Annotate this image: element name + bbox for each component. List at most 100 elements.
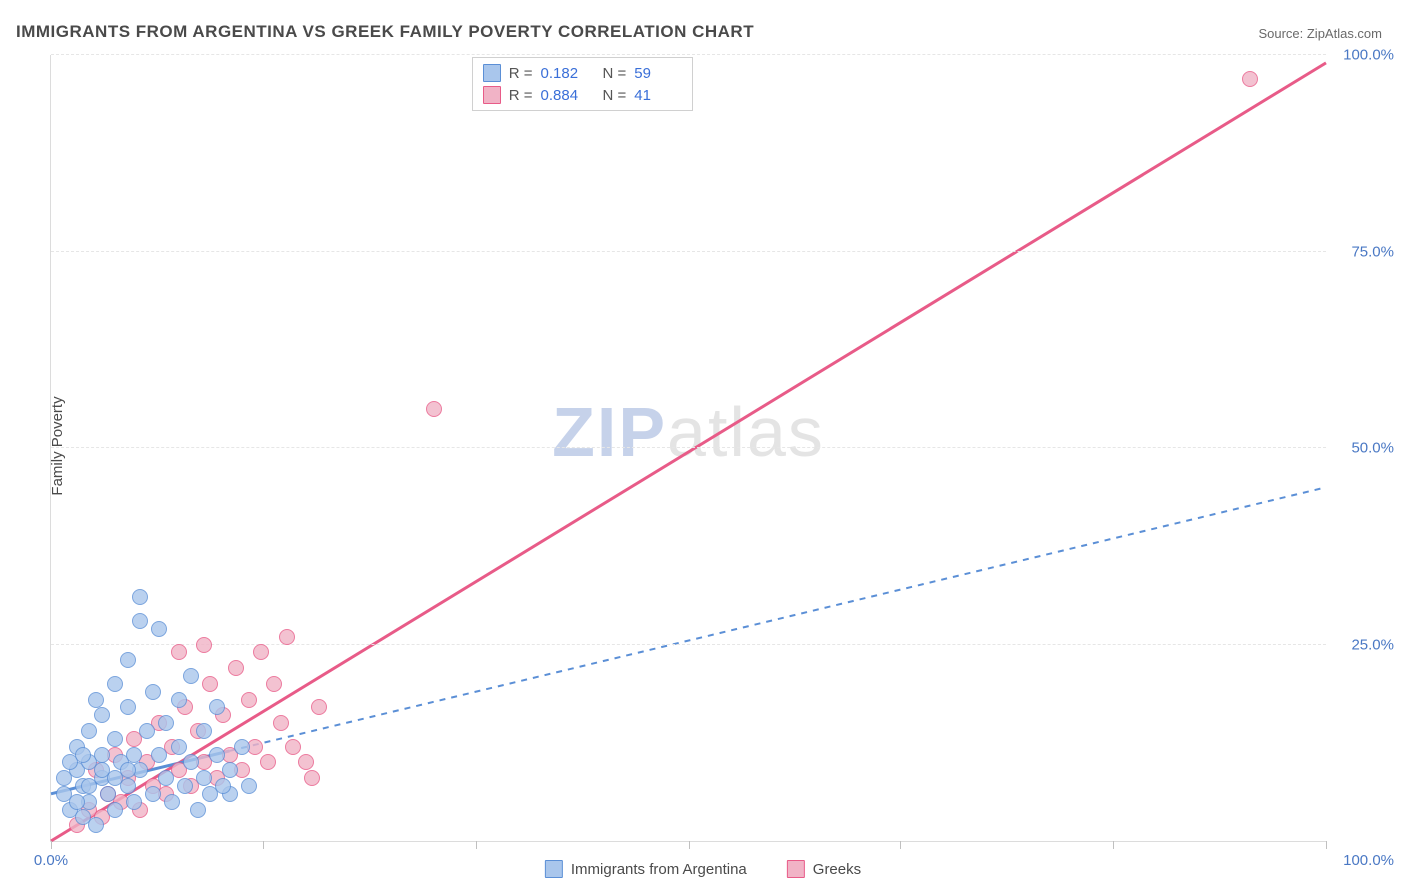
watermark: ZIPatlas (552, 392, 825, 472)
data-point (241, 692, 257, 708)
watermark-zip: ZIP (552, 393, 667, 471)
data-point (81, 778, 97, 794)
data-point (190, 802, 206, 818)
data-point (132, 589, 148, 605)
data-point (151, 747, 167, 763)
legend-label-1: Immigrants from Argentina (571, 861, 747, 878)
data-point (171, 739, 187, 755)
r-value-2: 0.884 (541, 87, 589, 104)
data-point (234, 739, 250, 755)
x-tick (900, 841, 901, 849)
n-label-1: N = (603, 65, 627, 82)
series-legend: Immigrants from Argentina Greeks (545, 860, 861, 878)
data-point (171, 692, 187, 708)
data-point (158, 715, 174, 731)
correlation-legend: R = 0.182 N = 59 R = 0.884 N = 41 (472, 57, 694, 111)
x-tick (1113, 841, 1114, 849)
chart-container: IMMIGRANTS FROM ARGENTINA VS GREEK FAMIL… (0, 0, 1406, 892)
legend-swatch-1 (545, 860, 563, 878)
swatch-series-2 (483, 86, 501, 104)
data-point (1242, 71, 1258, 87)
data-point (120, 762, 136, 778)
n-value-1: 59 (634, 65, 682, 82)
data-point (209, 747, 225, 763)
data-point (222, 762, 238, 778)
data-point (107, 731, 123, 747)
data-point (75, 747, 91, 763)
data-point (126, 747, 142, 763)
x-tick (51, 841, 52, 849)
x-tick (1326, 841, 1327, 849)
data-point (183, 668, 199, 684)
r-label-1: R = (509, 65, 533, 82)
data-point (88, 817, 104, 833)
r-value-1: 0.182 (541, 65, 589, 82)
y-tick-label: 50.0% (1351, 440, 1394, 457)
grid-line-h (51, 644, 1326, 645)
data-point (196, 723, 212, 739)
r-label-2: R = (509, 87, 533, 104)
x-tick (263, 841, 264, 849)
plot-area: ZIPatlas R = 0.182 N = 59 R = 0.884 N = … (50, 55, 1326, 842)
source-label: Source: (1258, 26, 1306, 41)
data-point (120, 652, 136, 668)
legend-item-1: Immigrants from Argentina (545, 860, 747, 878)
regression-lines (51, 55, 1326, 841)
source-link[interactable]: ZipAtlas.com (1307, 26, 1382, 41)
data-point (260, 754, 276, 770)
data-point (120, 699, 136, 715)
data-point (426, 401, 442, 417)
data-point (228, 660, 244, 676)
data-point (253, 644, 269, 660)
x-axis-min-label: 0.0% (34, 852, 68, 869)
legend-swatch-2 (787, 860, 805, 878)
legend-label-2: Greeks (813, 861, 861, 878)
data-point (69, 794, 85, 810)
data-point (196, 770, 212, 786)
data-point (171, 644, 187, 660)
data-point (273, 715, 289, 731)
data-point (81, 723, 97, 739)
grid-line-h (51, 447, 1326, 448)
data-point (145, 684, 161, 700)
grid-line-h (51, 251, 1326, 252)
watermark-atlas: atlas (667, 393, 825, 471)
data-point (158, 770, 174, 786)
y-tick-label: 25.0% (1351, 636, 1394, 653)
x-tick (689, 841, 690, 849)
n-label-2: N = (603, 87, 627, 104)
data-point (126, 794, 142, 810)
data-point (145, 786, 161, 802)
correlation-row-2: R = 0.884 N = 41 (483, 84, 683, 106)
chart-title: IMMIGRANTS FROM ARGENTINA VS GREEK FAMIL… (16, 22, 754, 42)
data-point (164, 794, 180, 810)
swatch-series-1 (483, 64, 501, 82)
data-point (196, 637, 212, 653)
data-point (241, 778, 257, 794)
grid-line-h (51, 54, 1326, 55)
data-point (298, 754, 314, 770)
data-point (107, 676, 123, 692)
n-value-2: 41 (634, 87, 682, 104)
y-tick-label: 75.0% (1351, 243, 1394, 260)
data-point (94, 747, 110, 763)
data-point (151, 621, 167, 637)
data-point (209, 699, 225, 715)
x-tick (476, 841, 477, 849)
data-point (94, 707, 110, 723)
data-point (183, 754, 199, 770)
source-attribution: Source: ZipAtlas.com (1258, 26, 1382, 41)
data-point (304, 770, 320, 786)
data-point (88, 692, 104, 708)
correlation-row-1: R = 0.182 N = 59 (483, 62, 683, 84)
data-point (279, 629, 295, 645)
x-axis-max-label: 100.0% (1343, 852, 1394, 869)
data-point (100, 786, 116, 802)
data-point (177, 778, 193, 794)
data-point (311, 699, 327, 715)
legend-item-2: Greeks (787, 860, 861, 878)
data-point (215, 778, 231, 794)
data-point (266, 676, 282, 692)
data-point (202, 676, 218, 692)
data-point (132, 613, 148, 629)
